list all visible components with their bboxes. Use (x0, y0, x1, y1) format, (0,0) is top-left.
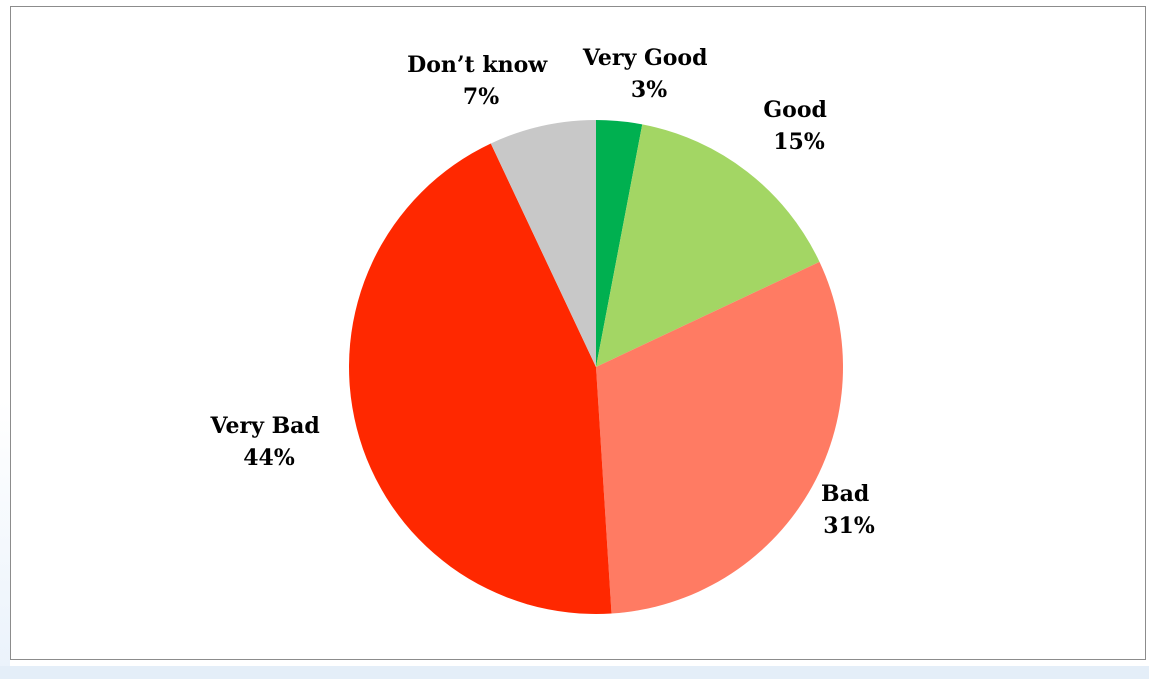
page-edge-bottom (0, 666, 1149, 679)
label-bad: Bad 31% (821, 481, 877, 539)
page-edge-left (0, 400, 10, 679)
pie-slice-don-t-know (490, 120, 596, 367)
label-very-bad: Very Bad 44% (210, 413, 328, 471)
label-bad-category: Bad (821, 481, 869, 507)
pie-slice-very-good (596, 120, 643, 367)
label-good: Good 15% (763, 97, 834, 155)
pie-slices (349, 120, 843, 614)
label-very-good: Very Good 3% (582, 45, 715, 103)
pie-labels: Very Good 3% Good 15% Bad 31% Very Bad 4… (210, 45, 877, 539)
label-dont-know-value: 7% (463, 84, 499, 110)
pie-slice-good (596, 124, 820, 367)
label-very-good-category: Very Good (582, 45, 708, 71)
pie-slice-very-bad (349, 143, 612, 614)
label-bad-value: 31% (823, 513, 875, 539)
label-very-bad-value: 44% (243, 445, 295, 471)
label-very-good-value: 3% (631, 77, 667, 103)
pie-chart: Very Good 3% Good 15% Bad 31% Very Bad 4… (210, 45, 877, 614)
pie-slice-bad (596, 261, 843, 614)
label-very-bad-category: Very Bad (210, 413, 320, 439)
label-good-category: Good (763, 97, 827, 123)
chart-area: Very Good 3% Good 15% Bad 31% Very Bad 4… (10, 6, 1146, 660)
label-dont-know: Don’t know 7% (407, 52, 555, 110)
label-dont-know-category: Don’t know (407, 52, 548, 78)
label-good-value: 15% (773, 129, 825, 155)
